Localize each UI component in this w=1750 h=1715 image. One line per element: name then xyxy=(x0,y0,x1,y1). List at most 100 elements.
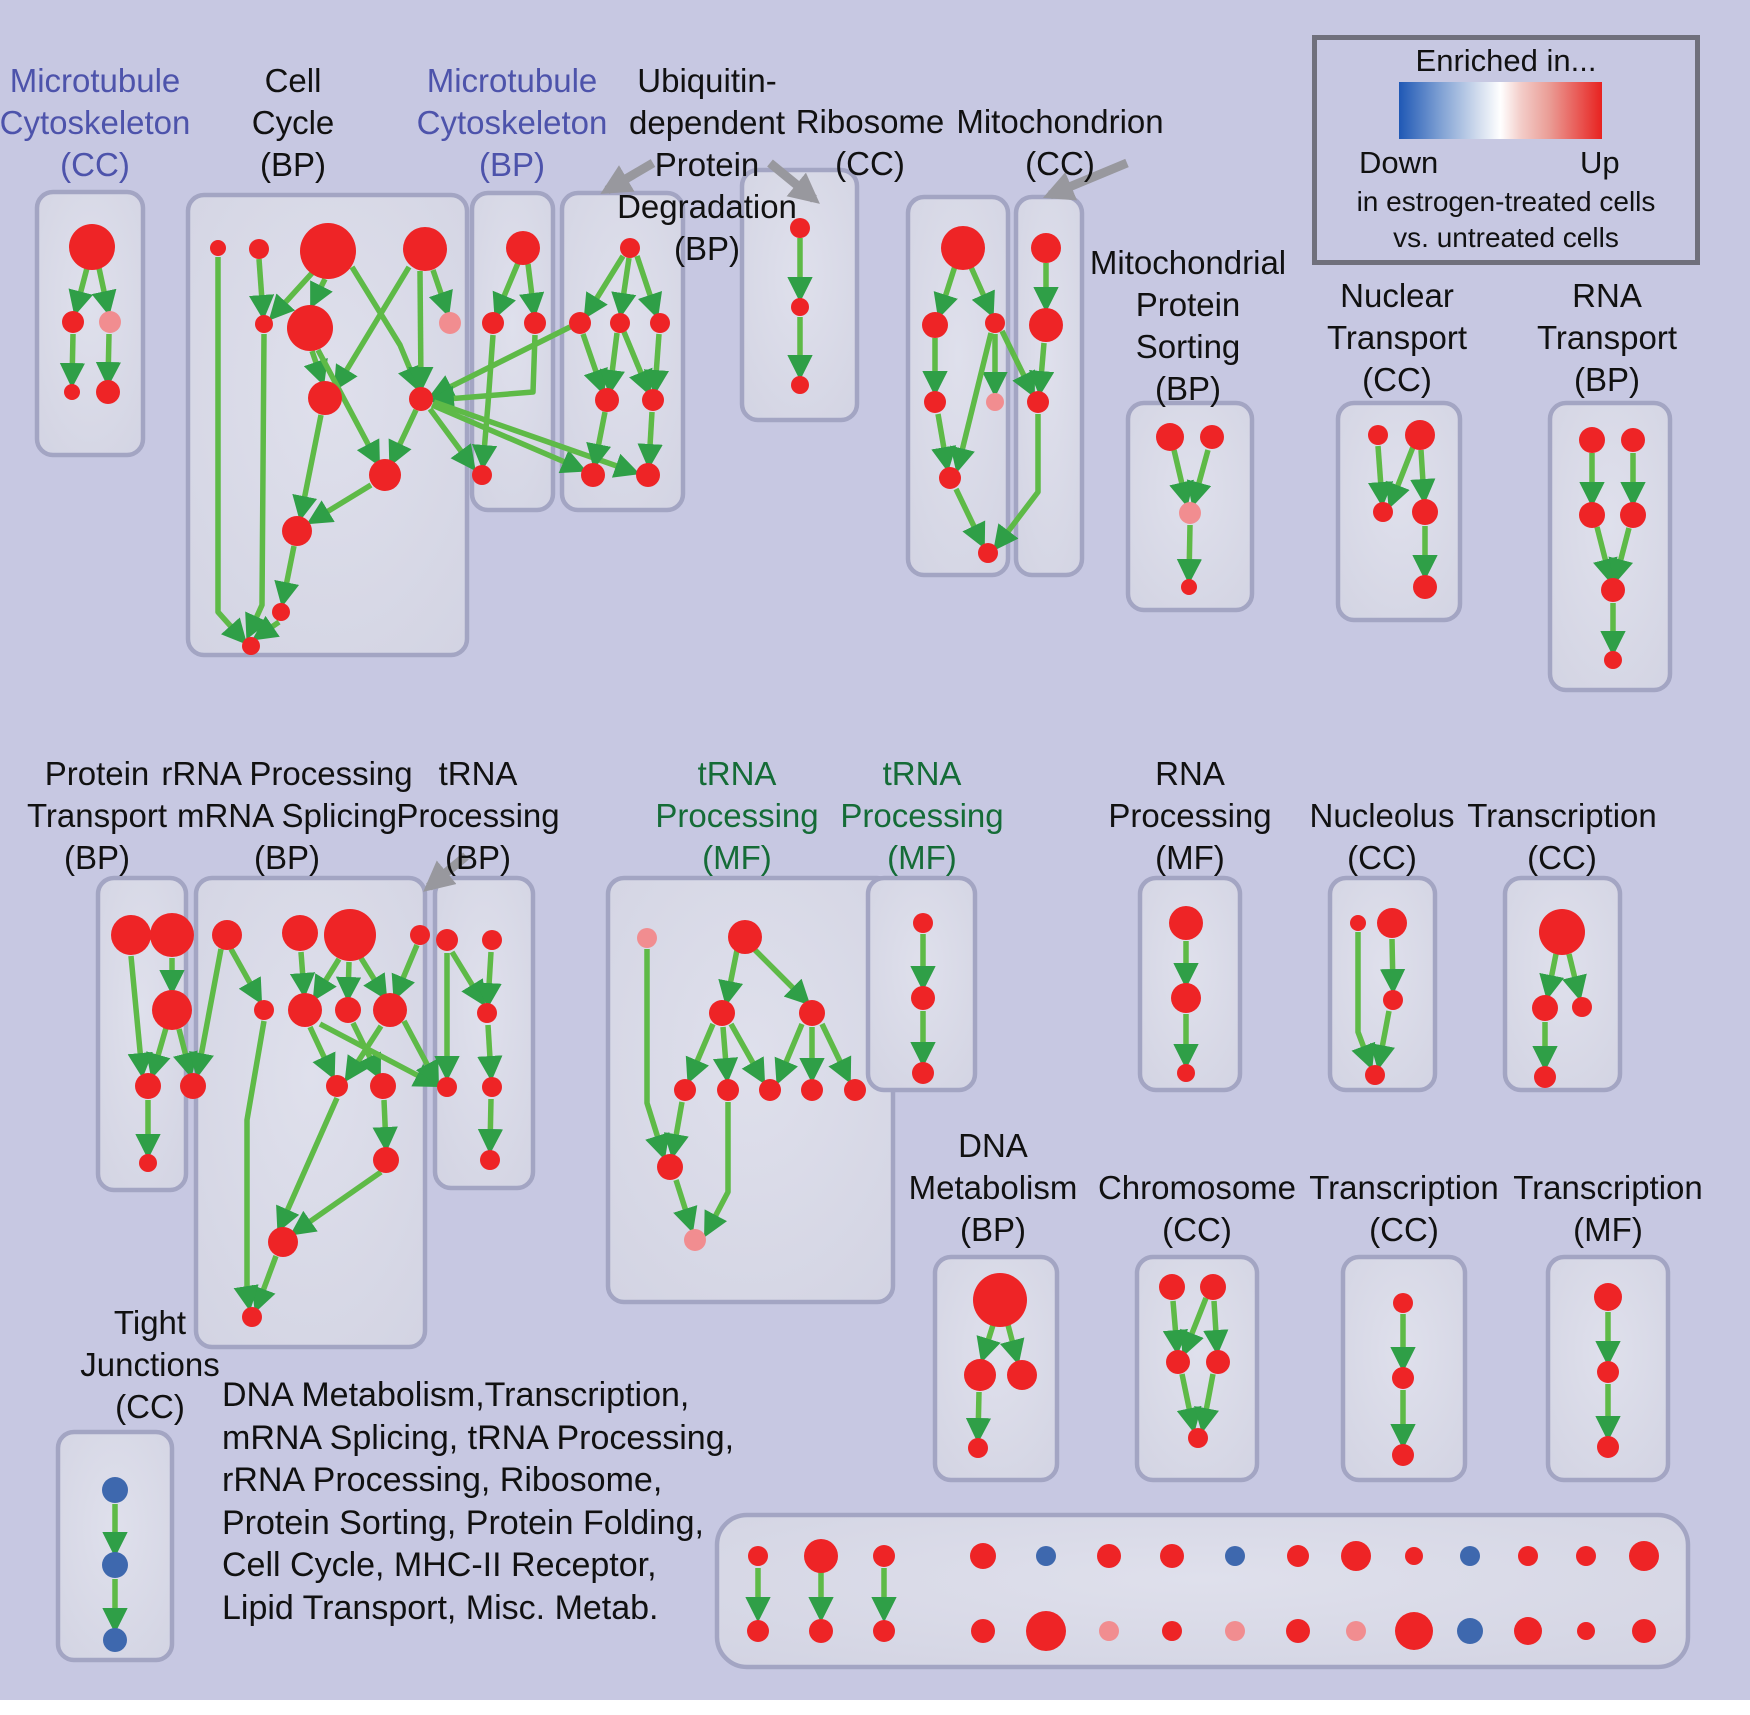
graph-edge xyxy=(391,943,420,1001)
graph-edge xyxy=(1368,445,1394,508)
graph-edge xyxy=(307,1025,336,1080)
graph-node xyxy=(939,467,961,489)
cluster-label-line: (BP) xyxy=(673,230,740,267)
cluster-label-microtubule-cytoskeleton-cc: Microtubule Cytoskeleton (CC) xyxy=(0,60,190,186)
label-pointer-arrow xyxy=(600,159,656,194)
graph-node xyxy=(62,311,84,333)
cluster-label-line: mRNA Splicing xyxy=(176,797,398,834)
graph-node xyxy=(1177,1064,1195,1082)
graph-node xyxy=(1632,1619,1656,1643)
graph-node xyxy=(1160,1544,1184,1568)
graph-node xyxy=(581,463,605,487)
graph-edge xyxy=(712,1026,739,1084)
graph-node xyxy=(1604,651,1622,669)
graph-node xyxy=(1286,1619,1310,1643)
cluster-label-rna-transport-bp: RNA Transport (BP) xyxy=(1537,275,1677,401)
graph-node xyxy=(1539,909,1585,955)
graph-node xyxy=(102,1477,128,1503)
graph-edge xyxy=(931,413,957,473)
cluster-label-line: RNA xyxy=(1572,277,1642,314)
graph-node xyxy=(912,1062,934,1084)
cluster-label-line: Transcription xyxy=(1309,1169,1499,1206)
graph-node xyxy=(249,239,269,259)
graph-node xyxy=(324,909,376,961)
graph-edge xyxy=(968,265,995,318)
cluster-label-line: (BP) xyxy=(1154,370,1221,407)
graph-edge xyxy=(1176,1373,1202,1434)
cluster-label-line: (BP) xyxy=(1574,361,1640,398)
graph-node xyxy=(282,516,312,546)
label-pointer-arrow xyxy=(1042,158,1129,201)
graph-node xyxy=(650,313,670,333)
cluster-label-trna-processing-bp: tRNA Processing (BP) xyxy=(396,753,559,879)
cluster-label-line: Processing xyxy=(396,797,560,834)
graph-edge xyxy=(401,1019,439,1087)
cluster-label-line: (BP) xyxy=(253,839,320,876)
cluster-label-trna-processing-mf-2: tRNA Processing (MF) xyxy=(840,753,1003,879)
graph-node xyxy=(986,393,1004,411)
graph-edge xyxy=(663,1101,689,1160)
graph-node xyxy=(152,990,192,1030)
graph-edge xyxy=(580,333,608,395)
cluster-label-line: (MF) xyxy=(1573,1211,1643,1248)
graph-node xyxy=(873,1545,895,1567)
graph-node xyxy=(1534,1066,1556,1088)
graph-edge xyxy=(312,957,342,1002)
graph-node xyxy=(436,929,458,951)
graph-edge xyxy=(718,949,744,1007)
graph-node xyxy=(674,1079,696,1101)
cluster-label-line: Processing xyxy=(655,797,819,834)
graph-edge xyxy=(315,348,380,467)
graph-node xyxy=(747,1620,769,1642)
graph-edge xyxy=(1379,938,1406,995)
graph-node xyxy=(709,1000,735,1026)
graph-node xyxy=(791,298,809,316)
graph-node xyxy=(111,915,151,955)
cluster-box-dna-metabolism-bp xyxy=(932,1254,1060,1483)
graph-node xyxy=(873,1620,895,1642)
graph-node xyxy=(1200,425,1224,449)
cluster-box-trna-processing-bp xyxy=(432,875,536,1191)
graph-node xyxy=(1620,502,1646,528)
graph-edge xyxy=(146,1027,171,1080)
graph-node xyxy=(1027,391,1049,413)
graph-edge xyxy=(333,265,412,392)
graph-edge xyxy=(289,1169,383,1236)
cluster-label-transcription-cc-mid: Transcription (CC) xyxy=(1467,795,1657,879)
graph-node xyxy=(911,986,935,1010)
cluster-label-ubiquitin-degradation-bp: Ubiquitin-dependent Protein Degradation (BP… xyxy=(617,60,797,270)
graph-edge xyxy=(1176,524,1203,585)
legend-caption-line1: in estrogen-treated cells xyxy=(1356,186,1656,217)
graph-node xyxy=(1350,915,1366,931)
cluster-label-line: (CC) xyxy=(60,146,130,183)
graph-edge xyxy=(471,334,498,471)
cluster-label-line: (BP) xyxy=(959,1211,1026,1248)
graph-edge xyxy=(430,402,587,474)
graph-edge xyxy=(933,265,958,320)
graph-node xyxy=(287,305,333,351)
graph-edge xyxy=(388,408,419,467)
graph-node xyxy=(1405,420,1435,450)
cluster-label-line: Processing xyxy=(1108,797,1272,834)
graph-node xyxy=(1007,1360,1037,1390)
graph-node xyxy=(1629,1541,1659,1571)
graph-edge xyxy=(1186,449,1212,508)
graph-edge xyxy=(477,1024,503,1082)
cluster-label-line: (MF) xyxy=(1155,839,1225,876)
graph-node xyxy=(139,1154,157,1172)
cluster-box-protein-transport-bp xyxy=(95,875,189,1193)
graph-node xyxy=(1159,1274,1185,1300)
graph-edge xyxy=(335,961,362,1003)
annotation-line: rRNA Processing, Ribosome, xyxy=(222,1461,663,1499)
graph-edge xyxy=(965,1391,992,1444)
graph-edge xyxy=(215,257,248,645)
graph-node xyxy=(804,1539,838,1573)
graph-node xyxy=(922,312,948,338)
cluster-label-line: Nucleolus xyxy=(1309,797,1455,834)
cluster-box-nuclear-transport-cc xyxy=(1335,400,1463,623)
graph-edge xyxy=(276,1096,340,1233)
graph-node xyxy=(1392,1367,1414,1389)
cluster-label-line: Protein xyxy=(654,146,760,183)
cluster-label-line: Cytoskeleton xyxy=(0,104,191,141)
graph-node xyxy=(135,1073,161,1099)
